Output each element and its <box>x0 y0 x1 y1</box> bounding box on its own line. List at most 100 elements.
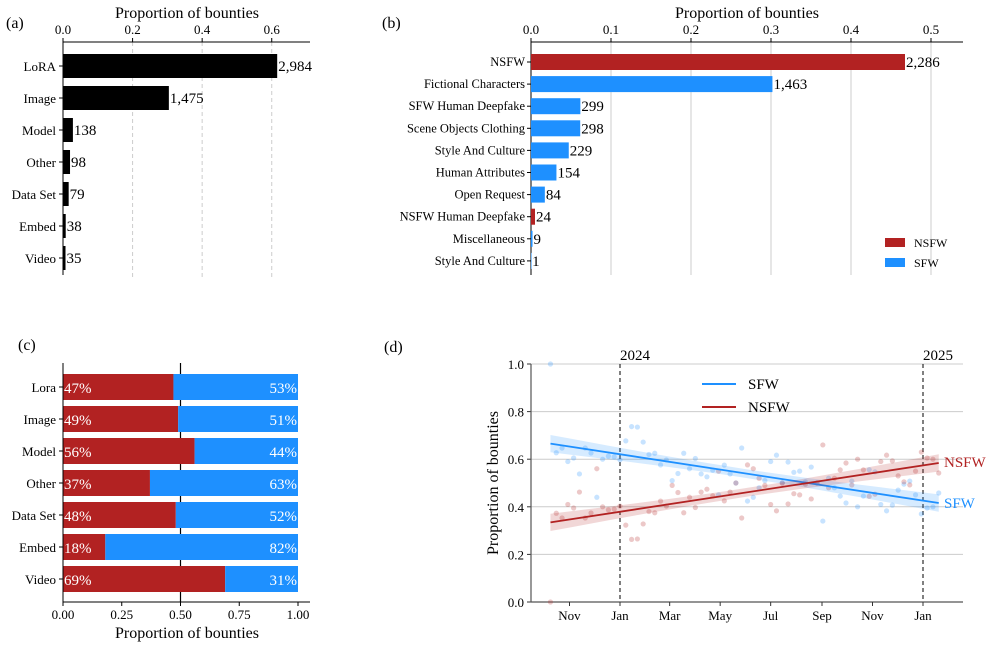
category-label: Fictional Characters <box>424 77 525 91</box>
scatter-point-sfw <box>571 455 577 461</box>
scatter-point-sfw <box>617 457 623 463</box>
y-tick-label: 0.8 <box>508 405 524 420</box>
scatter-point-nsfw <box>547 599 554 605</box>
bar <box>63 246 66 270</box>
panel-b-label: (b) <box>382 15 401 32</box>
scatter-point-sfw <box>849 478 855 484</box>
bar-nsfw <box>63 566 226 592</box>
scatter-point-nsfw <box>849 482 855 488</box>
scatter-point-sfw <box>600 456 606 462</box>
scatter-point-nsfw <box>576 489 583 495</box>
bar <box>531 252 532 269</box>
scatter-point-nsfw <box>837 467 843 473</box>
scatter-point-sfw <box>744 498 751 504</box>
data-label: 154 <box>557 166 580 182</box>
scatter-point-nsfw <box>797 492 803 498</box>
x-tick-label: 0.1 <box>603 22 619 37</box>
scatter-point-nsfw <box>594 466 600 472</box>
scatter-point-sfw <box>739 445 745 451</box>
data-label: 9 <box>534 232 542 248</box>
nsfw-percent-label: 49% <box>64 413 92 429</box>
bar-sfw <box>194 438 298 464</box>
scatter-point-nsfw <box>657 498 664 504</box>
data-label: 1,475 <box>170 91 204 107</box>
scatter-point-nsfw <box>773 508 780 514</box>
data-label: 35 <box>67 251 82 267</box>
legend-swatch <box>885 238 905 247</box>
scatter-point-nsfw <box>762 482 768 488</box>
bar <box>531 230 533 247</box>
sfw-percent-label: 51% <box>270 413 298 429</box>
scatter-point-sfw <box>640 439 646 445</box>
scatter-point-sfw <box>750 494 756 500</box>
trend-line-nsfw <box>550 462 939 524</box>
scatter-point-nsfw <box>611 506 617 512</box>
y-tick-label: 0.0 <box>508 595 524 610</box>
y-tick-label: 0.2 <box>508 547 524 562</box>
category-label: Scene Objects Clothing <box>407 121 526 135</box>
scatter-point-nsfw <box>785 501 791 507</box>
scatter-point-nsfw <box>698 489 704 495</box>
scatter-point-nsfw <box>866 493 872 499</box>
panel-a-label: (a) <box>6 15 24 32</box>
sfw-percent-label: 63% <box>270 477 298 493</box>
scatter-point-sfw <box>843 500 849 506</box>
scatter-point-sfw <box>565 458 571 465</box>
bar <box>63 86 169 110</box>
category-label: Data Set <box>12 187 57 202</box>
scatter-point-sfw <box>808 464 814 470</box>
bar-nsfw <box>63 406 179 432</box>
x-tick-label: Jan <box>611 608 629 623</box>
scatter-point-sfw <box>634 424 640 430</box>
category-label: NSFW Human Deepfake <box>400 210 526 224</box>
y-tick-label: 0.6 <box>508 452 525 467</box>
scatter-point-sfw <box>797 468 803 474</box>
bar <box>531 54 905 70</box>
scatter-point-nsfw <box>704 486 710 492</box>
scatter-point-nsfw <box>600 504 606 510</box>
scatter-point-nsfw <box>820 442 826 448</box>
bar-nsfw <box>63 470 150 496</box>
x-tick-label: Sep <box>812 608 832 623</box>
x-tick-label: 0.5 <box>923 22 939 37</box>
scatter-point-nsfw <box>854 456 861 462</box>
bar <box>531 98 581 115</box>
x-tick-label: 0.0 <box>523 22 539 37</box>
scatter-point-sfw <box>762 478 768 484</box>
scatter-point-sfw <box>773 452 780 458</box>
nsfw-percent-label: 37% <box>64 477 92 493</box>
bar <box>531 164 557 181</box>
x-tick-label: 0.0 <box>55 22 71 37</box>
bar-nsfw <box>63 502 176 528</box>
panel-d-ylabel: Proportion of bounties <box>485 411 502 555</box>
scatter-point-nsfw <box>918 449 924 455</box>
scatter-point-nsfw <box>559 515 565 521</box>
data-label: 299 <box>581 99 604 115</box>
category-label: Image <box>24 91 57 106</box>
scatter-point-nsfw <box>646 508 652 515</box>
scatter-point-nsfw <box>553 510 559 516</box>
panel-c-label: (c) <box>18 337 36 354</box>
data-label: 38 <box>67 219 82 235</box>
scatter-point-nsfw <box>617 503 623 509</box>
category-label: Data Set <box>12 508 57 523</box>
scatter-point-sfw <box>559 445 565 451</box>
scatter-point-nsfw <box>605 507 612 513</box>
sfw-percent-label: 52% <box>270 509 298 525</box>
scatter-point-nsfw <box>791 491 797 497</box>
scatter-point-sfw <box>918 511 924 517</box>
scatter-point-sfw <box>854 504 861 510</box>
scatter-point-sfw <box>704 474 710 480</box>
scatter-point-sfw <box>611 454 617 460</box>
x-tick-label: Nov <box>861 608 884 623</box>
scatter-point-sfw <box>681 450 687 456</box>
panel-d: (d) Proportion of bounties 0.0 0.2 0.4 0.6 0… <box>384 339 987 623</box>
panel-b-xlabel: Proportion of bounties <box>675 5 819 22</box>
scatter-point-sfw <box>768 458 774 465</box>
scatter-point-sfw <box>860 493 866 499</box>
sfw-percent-label: 31% <box>270 573 298 589</box>
scatter-point-sfw <box>669 478 675 484</box>
scatter-point-sfw <box>675 470 681 477</box>
scatter-point-sfw <box>889 502 895 508</box>
panel-a-xlabel: Proportion of bounties <box>115 5 259 22</box>
